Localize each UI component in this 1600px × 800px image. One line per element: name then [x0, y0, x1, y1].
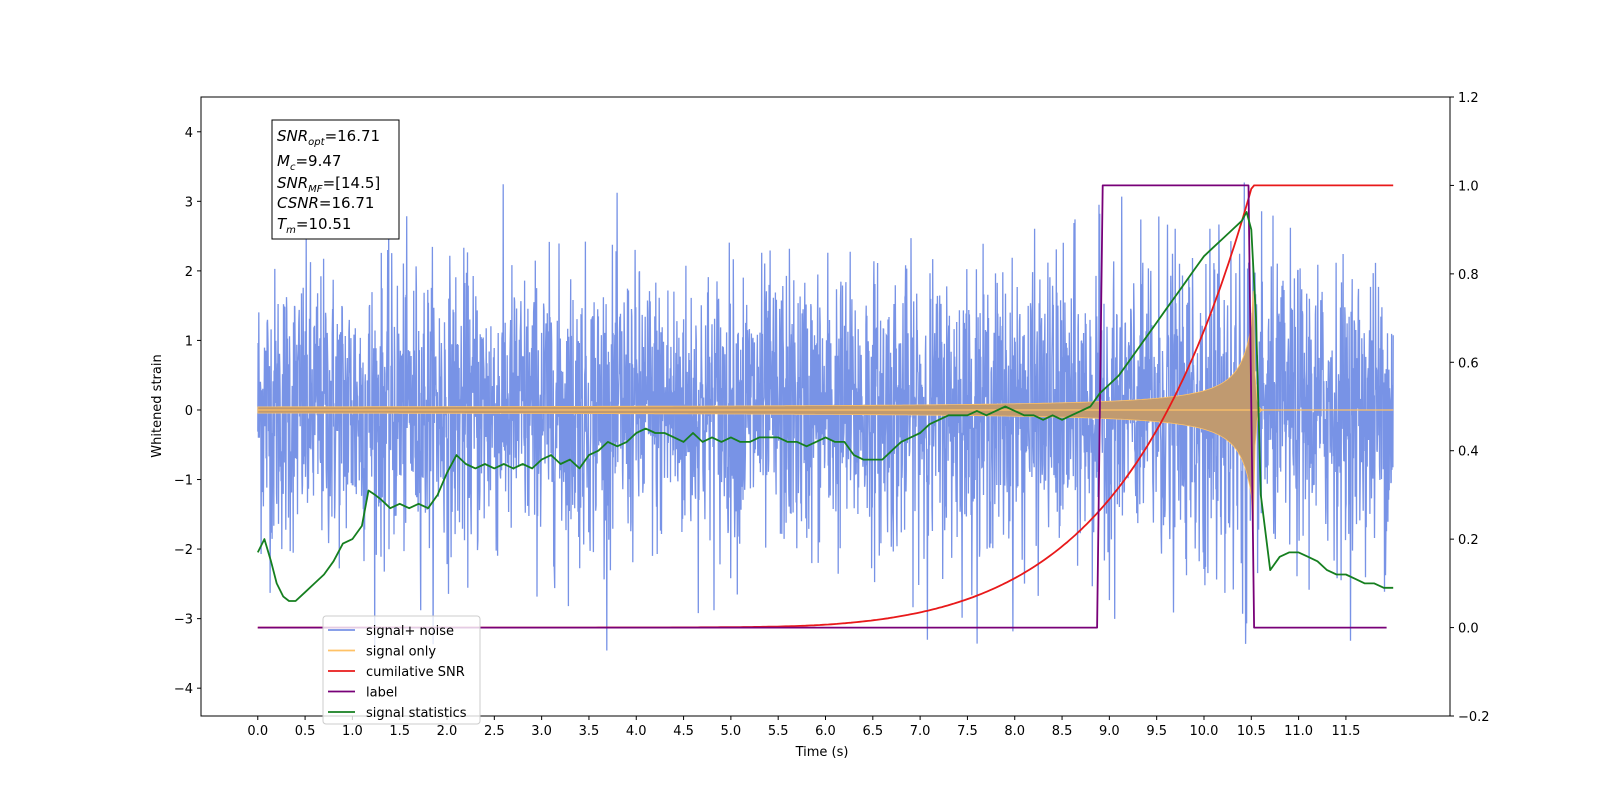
- info-snr-opt: SNRopt=16.71: [277, 127, 380, 148]
- y-tick-label: −2: [174, 543, 193, 558]
- legend: signal+ noise signal only cumilative SNR la…: [322, 615, 481, 725]
- x-tick-label: 9.5: [1146, 724, 1167, 739]
- y2-tick-label: 0.8: [1458, 268, 1479, 283]
- y-tick-label: 1: [185, 334, 193, 349]
- y2-tick-label: 0.2: [1458, 533, 1479, 548]
- y-tick-label: 3: [185, 195, 193, 210]
- x-tick-label: 8.0: [1004, 724, 1025, 739]
- x-tick-label: 10.0: [1190, 724, 1219, 739]
- x-tick-label: 5.0: [721, 724, 742, 739]
- x-tick-label: 0.5: [295, 724, 316, 739]
- info-mc: Mc=9.47: [277, 152, 341, 173]
- info-box: SNRopt=16.71 Mc=9.47 SNRMF=[14.5] CSNR=1…: [271, 119, 400, 240]
- legend-label: signal statistics: [366, 706, 467, 721]
- x-tick-label: 7.0: [910, 724, 931, 739]
- y2-tick-label: 1.0: [1458, 179, 1479, 194]
- x-axis-label: Time (s): [795, 745, 849, 760]
- y2-tick-label: 0.6: [1458, 356, 1479, 371]
- x-tick-label: 3.5: [579, 724, 600, 739]
- x-tick-label: 1.0: [342, 724, 363, 739]
- legend-label: cumilative SNR: [366, 665, 465, 680]
- x-tick-label: 7.5: [957, 724, 978, 739]
- legend-label: label: [366, 686, 397, 701]
- y-tick-label: −4: [174, 682, 193, 697]
- y-tick-label: 4: [185, 126, 193, 141]
- info-csnr: CSNR=16.71: [277, 194, 374, 212]
- y2-tick-label: 1.2: [1458, 91, 1479, 106]
- x-tick-label: 6.5: [862, 724, 883, 739]
- x-tick-label: 6.0: [815, 724, 836, 739]
- x-tick-label: 2.0: [437, 724, 458, 739]
- legend-label: signal+ noise: [366, 624, 454, 639]
- series-label: [257, 184, 1387, 629]
- x-tick-label: 4.5: [673, 724, 694, 739]
- x-tick-label: 11.5: [1331, 724, 1360, 739]
- x-tick-label: 10.5: [1237, 724, 1266, 739]
- y-axis-label: Whitened strain: [150, 354, 165, 457]
- series-signal-statistics: [256, 211, 1394, 602]
- y-tick-label: 0: [185, 404, 193, 419]
- series-signal-noise: [257, 182, 1394, 653]
- x-tick-label: 1.5: [389, 724, 410, 739]
- x-tick-label: 11.0: [1284, 724, 1313, 739]
- legend-label: signal only: [366, 645, 436, 660]
- info-tm: Tm=10.51: [277, 215, 351, 236]
- y-tick-label: −3: [174, 613, 193, 628]
- y2-tick-label: −0.2: [1458, 710, 1490, 725]
- x-tick-label: 3.0: [531, 724, 552, 739]
- x-tick-label: 9.0: [1099, 724, 1120, 739]
- y2-tick-label: 0.0: [1458, 622, 1479, 637]
- x-tick-label: 4.0: [626, 724, 647, 739]
- x-tick-label: 8.5: [1052, 724, 1073, 739]
- y-tick-label: −1: [174, 474, 193, 489]
- x-tick-label: 2.5: [484, 724, 505, 739]
- x-tick-label: 0.0: [247, 724, 268, 739]
- y-tick-label: 2: [185, 265, 193, 280]
- x-tick-label: 5.5: [768, 724, 789, 739]
- info-snr-mf: SNRMF=[14.5]: [277, 174, 380, 195]
- y2-tick-label: 0.4: [1458, 445, 1479, 460]
